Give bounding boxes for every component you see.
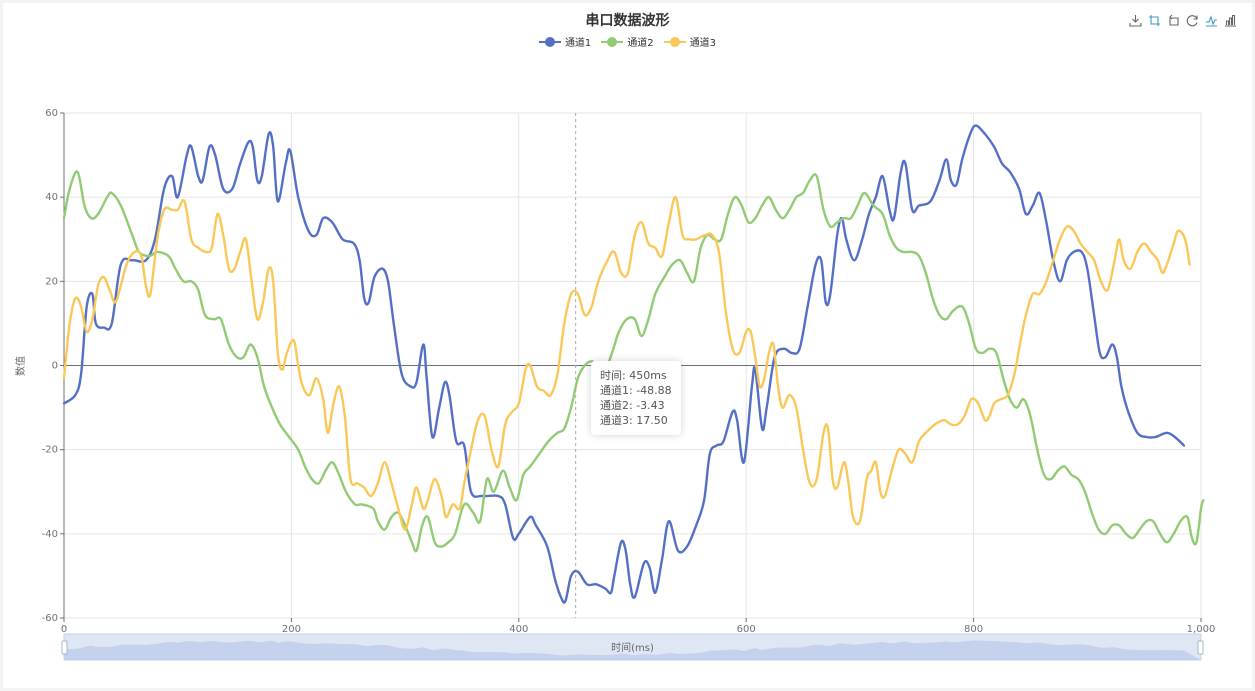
datazoom-handle-left (61, 640, 68, 655)
legend-item-ch3[interactable]: 通道3 (663, 34, 717, 49)
legend-swatch-ch2 (601, 36, 624, 47)
tooltip-row-ch1: 通道1: -48.88 (600, 384, 672, 397)
toolbox (1128, 12, 1237, 28)
legend-label-ch2: 通道2 (627, 38, 654, 49)
legend-label-ch3: 通道3 (689, 38, 717, 49)
tooltip-row-ch3: 通道3: 17.50 (600, 414, 668, 427)
zoom-reset-icon[interactable] (1166, 12, 1180, 28)
x-tick-label: 200 (282, 624, 301, 635)
y-tick-label: 60 (45, 108, 58, 119)
chart-card (3, 3, 1252, 688)
x-tick-label: 400 (509, 624, 528, 635)
series-line-ch2 (62, 170, 1205, 553)
y-tick-label: 40 (45, 192, 58, 203)
datazoom-handle-right (1197, 640, 1204, 655)
x-tick-label: 600 (737, 624, 756, 635)
download-icon[interactable] (1128, 12, 1142, 28)
y-axis-title: 数值 (14, 356, 27, 376)
tooltip: 时间: 450ms 通道1: -48.88 通道2: -3.43 通道3: 17… (591, 361, 681, 435)
legend-item-ch2[interactable]: 通道2 (601, 34, 654, 49)
tooltip-row-ch2: 通道2: -3.43 (600, 399, 665, 412)
x-tick-label: 0 (61, 624, 67, 635)
restore-icon[interactable] (1185, 12, 1199, 28)
legend: 通道1 通道2 通道3 (0, 34, 1255, 49)
line-chart-icon[interactable] (1204, 12, 1218, 28)
legend-label-ch1: 通道1 (564, 38, 592, 49)
y-tick-label: -40 (42, 529, 58, 540)
tooltip-title: 时间: 450ms (600, 369, 667, 382)
legend-swatch-ch1 (538, 36, 561, 47)
y-tick-label: -60 (42, 613, 58, 624)
datazoom-preview-area (64, 640, 1201, 660)
y-tick-label: -20 (42, 445, 58, 456)
x-tick-label: 800 (964, 624, 983, 635)
x-tick-label: 1,000 (1187, 624, 1216, 635)
y-tick-label: 20 (45, 276, 58, 287)
x-axis-title: 时间(ms) (611, 643, 654, 654)
bar-chart-icon[interactable] (1223, 12, 1237, 28)
y-tick-label: 0 (52, 361, 58, 372)
series-line-ch3 (62, 195, 1191, 531)
series-line-ch1 (62, 124, 1186, 604)
zoom-select-icon[interactable] (1147, 12, 1161, 28)
legend-swatch-ch3 (663, 36, 686, 47)
chart-title: 串口数据波形 (585, 13, 670, 29)
legend-item-ch1[interactable]: 通道1 (538, 34, 592, 49)
